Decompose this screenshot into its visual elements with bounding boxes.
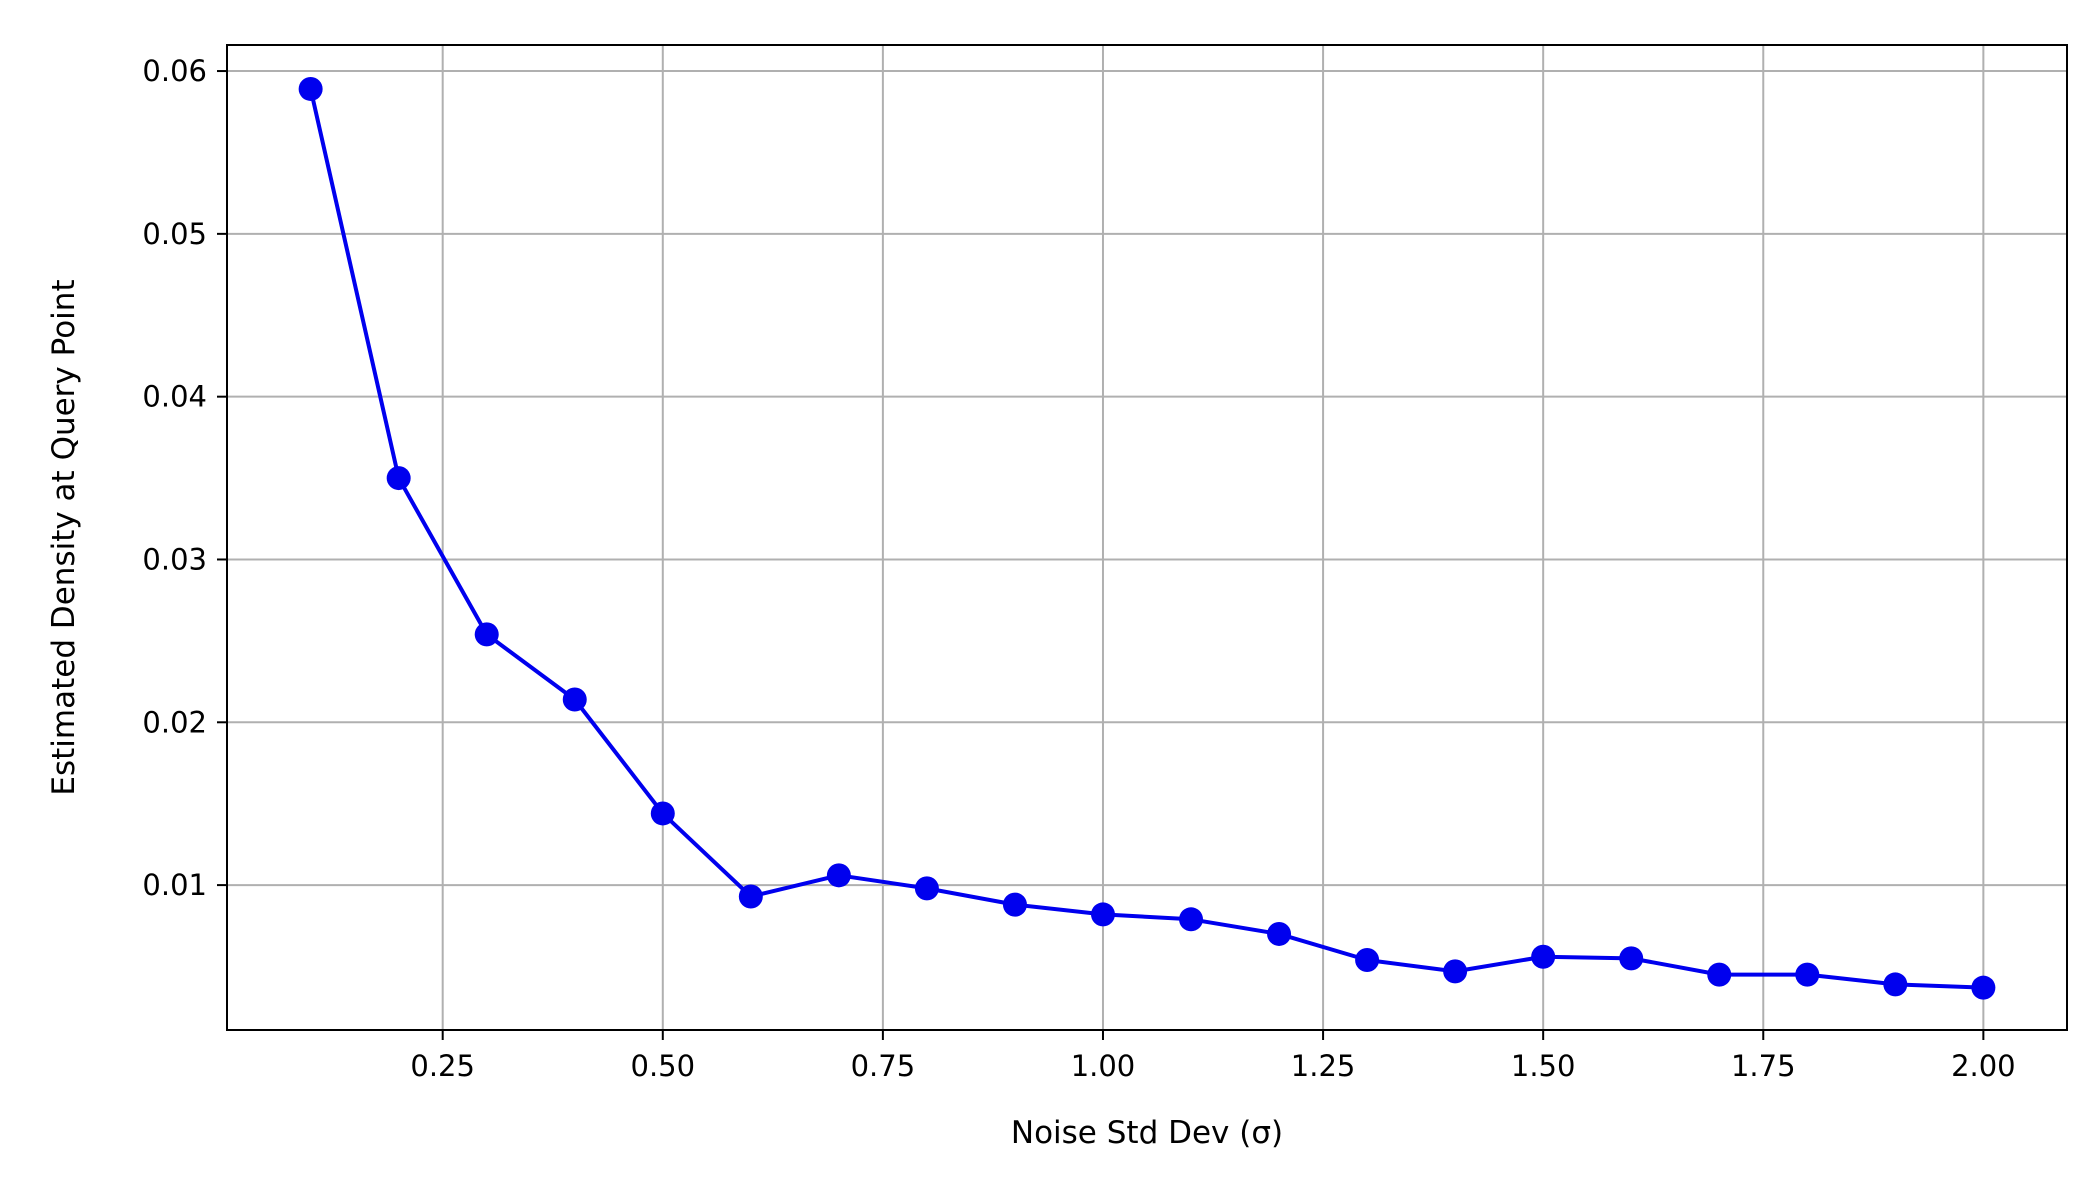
- data-point: [1971, 975, 1996, 1000]
- series-layer: [298, 76, 1996, 1000]
- y-tick-label: 0.03: [142, 542, 207, 576]
- x-tick-label: 0.50: [631, 1049, 696, 1083]
- data-point: [1707, 962, 1732, 987]
- data-point: [1531, 944, 1556, 969]
- x-tick-label: 0.75: [851, 1049, 916, 1083]
- data-point: [1267, 921, 1292, 946]
- data-point: [738, 884, 763, 909]
- x-tick-label: 1.75: [1731, 1049, 1796, 1083]
- x-tick-label: 2.00: [1951, 1049, 2016, 1083]
- axis-ticks: 0.25 0.50 0.75 1.00 1.25 1.50 1.75 2.00 0.01 0.02…: [142, 54, 2015, 1083]
- data-point: [1443, 959, 1468, 984]
- x-tick-label: 1.50: [1511, 1049, 1576, 1083]
- y-tick-label: 0.04: [142, 380, 207, 414]
- x-axis-label: Noise Std Dev (σ): [1011, 1115, 1283, 1151]
- x-tick-label: 1.25: [1291, 1049, 1356, 1083]
- x-tick-label: 0.25: [410, 1049, 475, 1083]
- data-point: [914, 876, 939, 901]
- data-point: [1619, 946, 1644, 971]
- data-point: [650, 801, 675, 826]
- data-point: [1090, 902, 1115, 927]
- y-axis-label: Estimated Density at Query Point: [46, 279, 82, 795]
- data-point: [1795, 962, 1820, 987]
- data-point: [1883, 972, 1908, 997]
- y-tick-label: 0.02: [142, 705, 207, 739]
- data-point: [386, 466, 411, 491]
- data-point: [1355, 947, 1380, 972]
- data-point: [298, 76, 323, 101]
- plot-frame: [226, 44, 2068, 1031]
- data-point: [826, 863, 851, 888]
- grid: [227, 45, 2067, 1030]
- data-point: [562, 687, 587, 712]
- data-point: [1002, 892, 1027, 917]
- y-tick-label: 0.06: [142, 54, 207, 88]
- y-tick-label: 0.01: [142, 868, 207, 902]
- x-tick-label: 1.00: [1071, 1049, 1136, 1083]
- y-tick-label: 0.05: [142, 217, 207, 251]
- data-point: [1179, 907, 1204, 932]
- data-point: [474, 622, 499, 647]
- series-line: [308, 88, 1984, 990]
